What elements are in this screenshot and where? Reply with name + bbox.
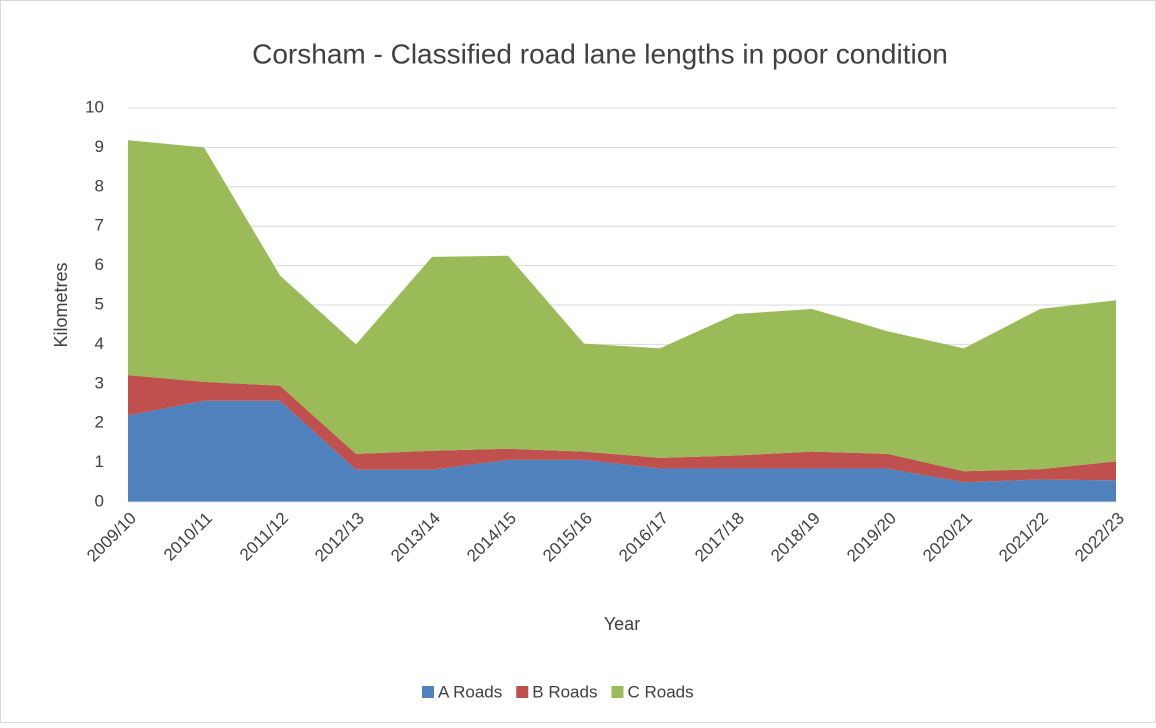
y-tick-label: 4 xyxy=(95,334,104,353)
legend-swatch xyxy=(422,686,434,698)
chart-title: Corsham - Classified road lane lengths i… xyxy=(252,38,948,69)
y-tick-label: 0 xyxy=(95,491,104,510)
y-tick-label: 10 xyxy=(85,97,104,116)
legend-label: B Roads xyxy=(532,682,597,701)
area xyxy=(128,140,1116,472)
legend-swatch xyxy=(611,686,624,698)
legend-label: A Roads xyxy=(438,682,502,701)
y-tick-label: 5 xyxy=(95,294,104,313)
area xyxy=(128,375,1116,483)
y-tick-label: 8 xyxy=(95,176,104,195)
y-tick-label: 1 xyxy=(95,452,104,471)
legend-label: C Roads xyxy=(627,682,693,701)
area xyxy=(128,400,1116,502)
y-tick-label: 9 xyxy=(95,137,104,156)
y-tick-label: 2 xyxy=(95,413,104,432)
legend-swatch xyxy=(516,686,529,698)
y-axis-label: Kilometres xyxy=(51,262,71,347)
y-tick-label: 7 xyxy=(95,216,104,235)
y-tick-label: 6 xyxy=(95,255,104,274)
x-axis-label: Year xyxy=(604,614,640,634)
y-tick-label: 3 xyxy=(95,373,104,392)
